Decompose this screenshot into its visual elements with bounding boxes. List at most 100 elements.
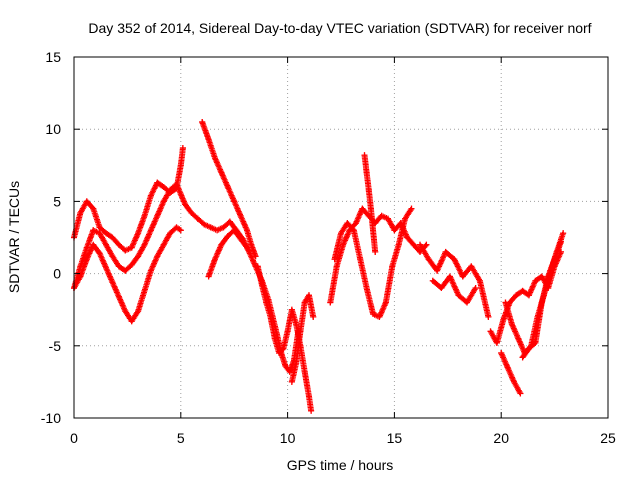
data-point [382,299,389,306]
data-point [408,205,415,212]
data-point [173,181,180,188]
data-point [135,230,142,237]
data-point [442,248,449,255]
data-point [538,299,545,306]
data-point [115,263,122,270]
data-point [438,285,445,292]
data-point [205,136,212,143]
data-point [455,292,462,299]
data-point [218,241,225,248]
data-point [90,205,97,212]
data-point [340,241,347,248]
data-point [96,224,103,231]
data-point [425,256,432,263]
data-point [472,285,479,292]
data-point [199,118,206,125]
data-point [128,244,135,251]
data-point [147,192,154,199]
data-point [384,215,391,222]
data-point [493,339,500,346]
data-point [423,241,430,248]
series-sat-track-j [331,205,415,320]
data-point [267,313,274,320]
data-point [90,227,97,234]
data-point [402,215,409,222]
data-point [77,209,84,216]
y-tick-label: -10 [41,410,61,426]
data-point [333,263,340,270]
data-markers [71,118,567,414]
data-point [271,335,278,342]
data-point [128,261,135,268]
data-point [372,248,379,255]
data-point [468,263,475,270]
data-point [519,354,526,361]
data-point [464,299,471,306]
data-point [135,253,142,260]
data-point [404,234,411,241]
data-point [160,183,167,190]
data-point [109,253,116,260]
data-point [361,152,368,159]
data-point [297,328,304,335]
data-point [308,407,315,414]
data-point [188,209,195,216]
data-point [331,256,338,263]
data-point [288,306,295,313]
x-tick-label: 15 [387,430,403,446]
data-point [410,241,417,248]
series-sat-track-o [498,350,524,397]
data-point [532,339,539,346]
plus-marker-trail [288,292,317,385]
series-sat-track-d [199,118,259,260]
data-point [391,227,398,234]
data-point [103,241,110,248]
data-point [154,212,161,219]
data-point [532,277,539,284]
data-point [485,313,492,320]
data-point [201,221,208,228]
data-point [248,241,255,248]
data-point [224,183,231,190]
data-point [434,267,441,274]
x-tick-label: 10 [280,430,296,446]
data-point [517,390,524,397]
y-axis-label: SDTVAR / TECUs [6,181,22,293]
data-point [141,287,148,294]
data-point [231,227,238,234]
data-point [211,155,218,162]
data-point [504,364,511,371]
data-point [538,273,545,280]
series-sat-track-l [417,241,492,320]
data-point [363,285,370,292]
x-tick-label: 5 [177,430,185,446]
series-sat-track-h [288,292,317,385]
data-point [359,205,366,212]
data-point [109,234,116,241]
data-point [395,241,402,248]
data-point [310,313,317,320]
data-point [367,205,374,212]
data-point [90,241,97,248]
plus-marker-trail [429,273,479,306]
data-point [218,169,225,176]
data-point [244,227,251,234]
data-point [177,227,184,234]
data-point [141,241,148,248]
data-point [77,273,84,280]
series-sat-track-k [361,152,379,255]
data-point [177,162,184,169]
data-point [508,321,515,328]
data-point [459,273,466,280]
data-point [301,368,308,375]
data-point [451,256,458,263]
data-point [363,169,370,176]
data-point [263,299,270,306]
data-point [352,220,359,227]
data-point [237,235,244,242]
x-tick-label: 25 [600,430,616,446]
data-point [96,250,103,257]
data-point [560,230,567,237]
data-point [429,277,436,284]
y-tick-label: -5 [49,338,62,354]
